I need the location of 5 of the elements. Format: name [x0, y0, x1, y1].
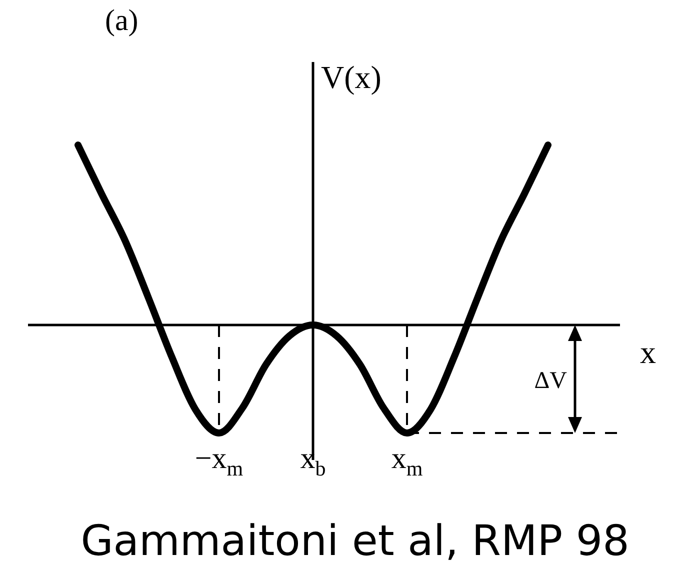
- x-axis-title: x: [640, 334, 656, 370]
- y-axis-title: V(x): [321, 59, 382, 95]
- text: Gammaitoni et al, RMP 98: [80, 516, 630, 565]
- legend-label: ΔV: [534, 368, 568, 394]
- chart-title: (a): [105, 4, 138, 37]
